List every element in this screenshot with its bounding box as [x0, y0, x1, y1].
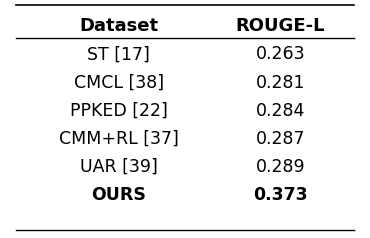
Text: UAR [39]: UAR [39] — [80, 158, 158, 176]
Text: 0.287: 0.287 — [256, 130, 305, 148]
Text: ROUGE-L: ROUGE-L — [236, 17, 325, 35]
Text: 0.284: 0.284 — [256, 102, 305, 120]
Text: OURS: OURS — [91, 186, 147, 204]
Text: 0.281: 0.281 — [256, 74, 305, 92]
Text: CMCL [38]: CMCL [38] — [74, 74, 164, 92]
Text: ST [17]: ST [17] — [87, 45, 150, 63]
Text: Dataset: Dataset — [79, 17, 158, 35]
Text: 0.263: 0.263 — [256, 45, 305, 63]
Text: CMM+RL [37]: CMM+RL [37] — [59, 130, 179, 148]
Text: 0.373: 0.373 — [253, 186, 308, 204]
Text: PPKED [22]: PPKED [22] — [70, 102, 168, 120]
Text: 0.289: 0.289 — [256, 158, 305, 176]
